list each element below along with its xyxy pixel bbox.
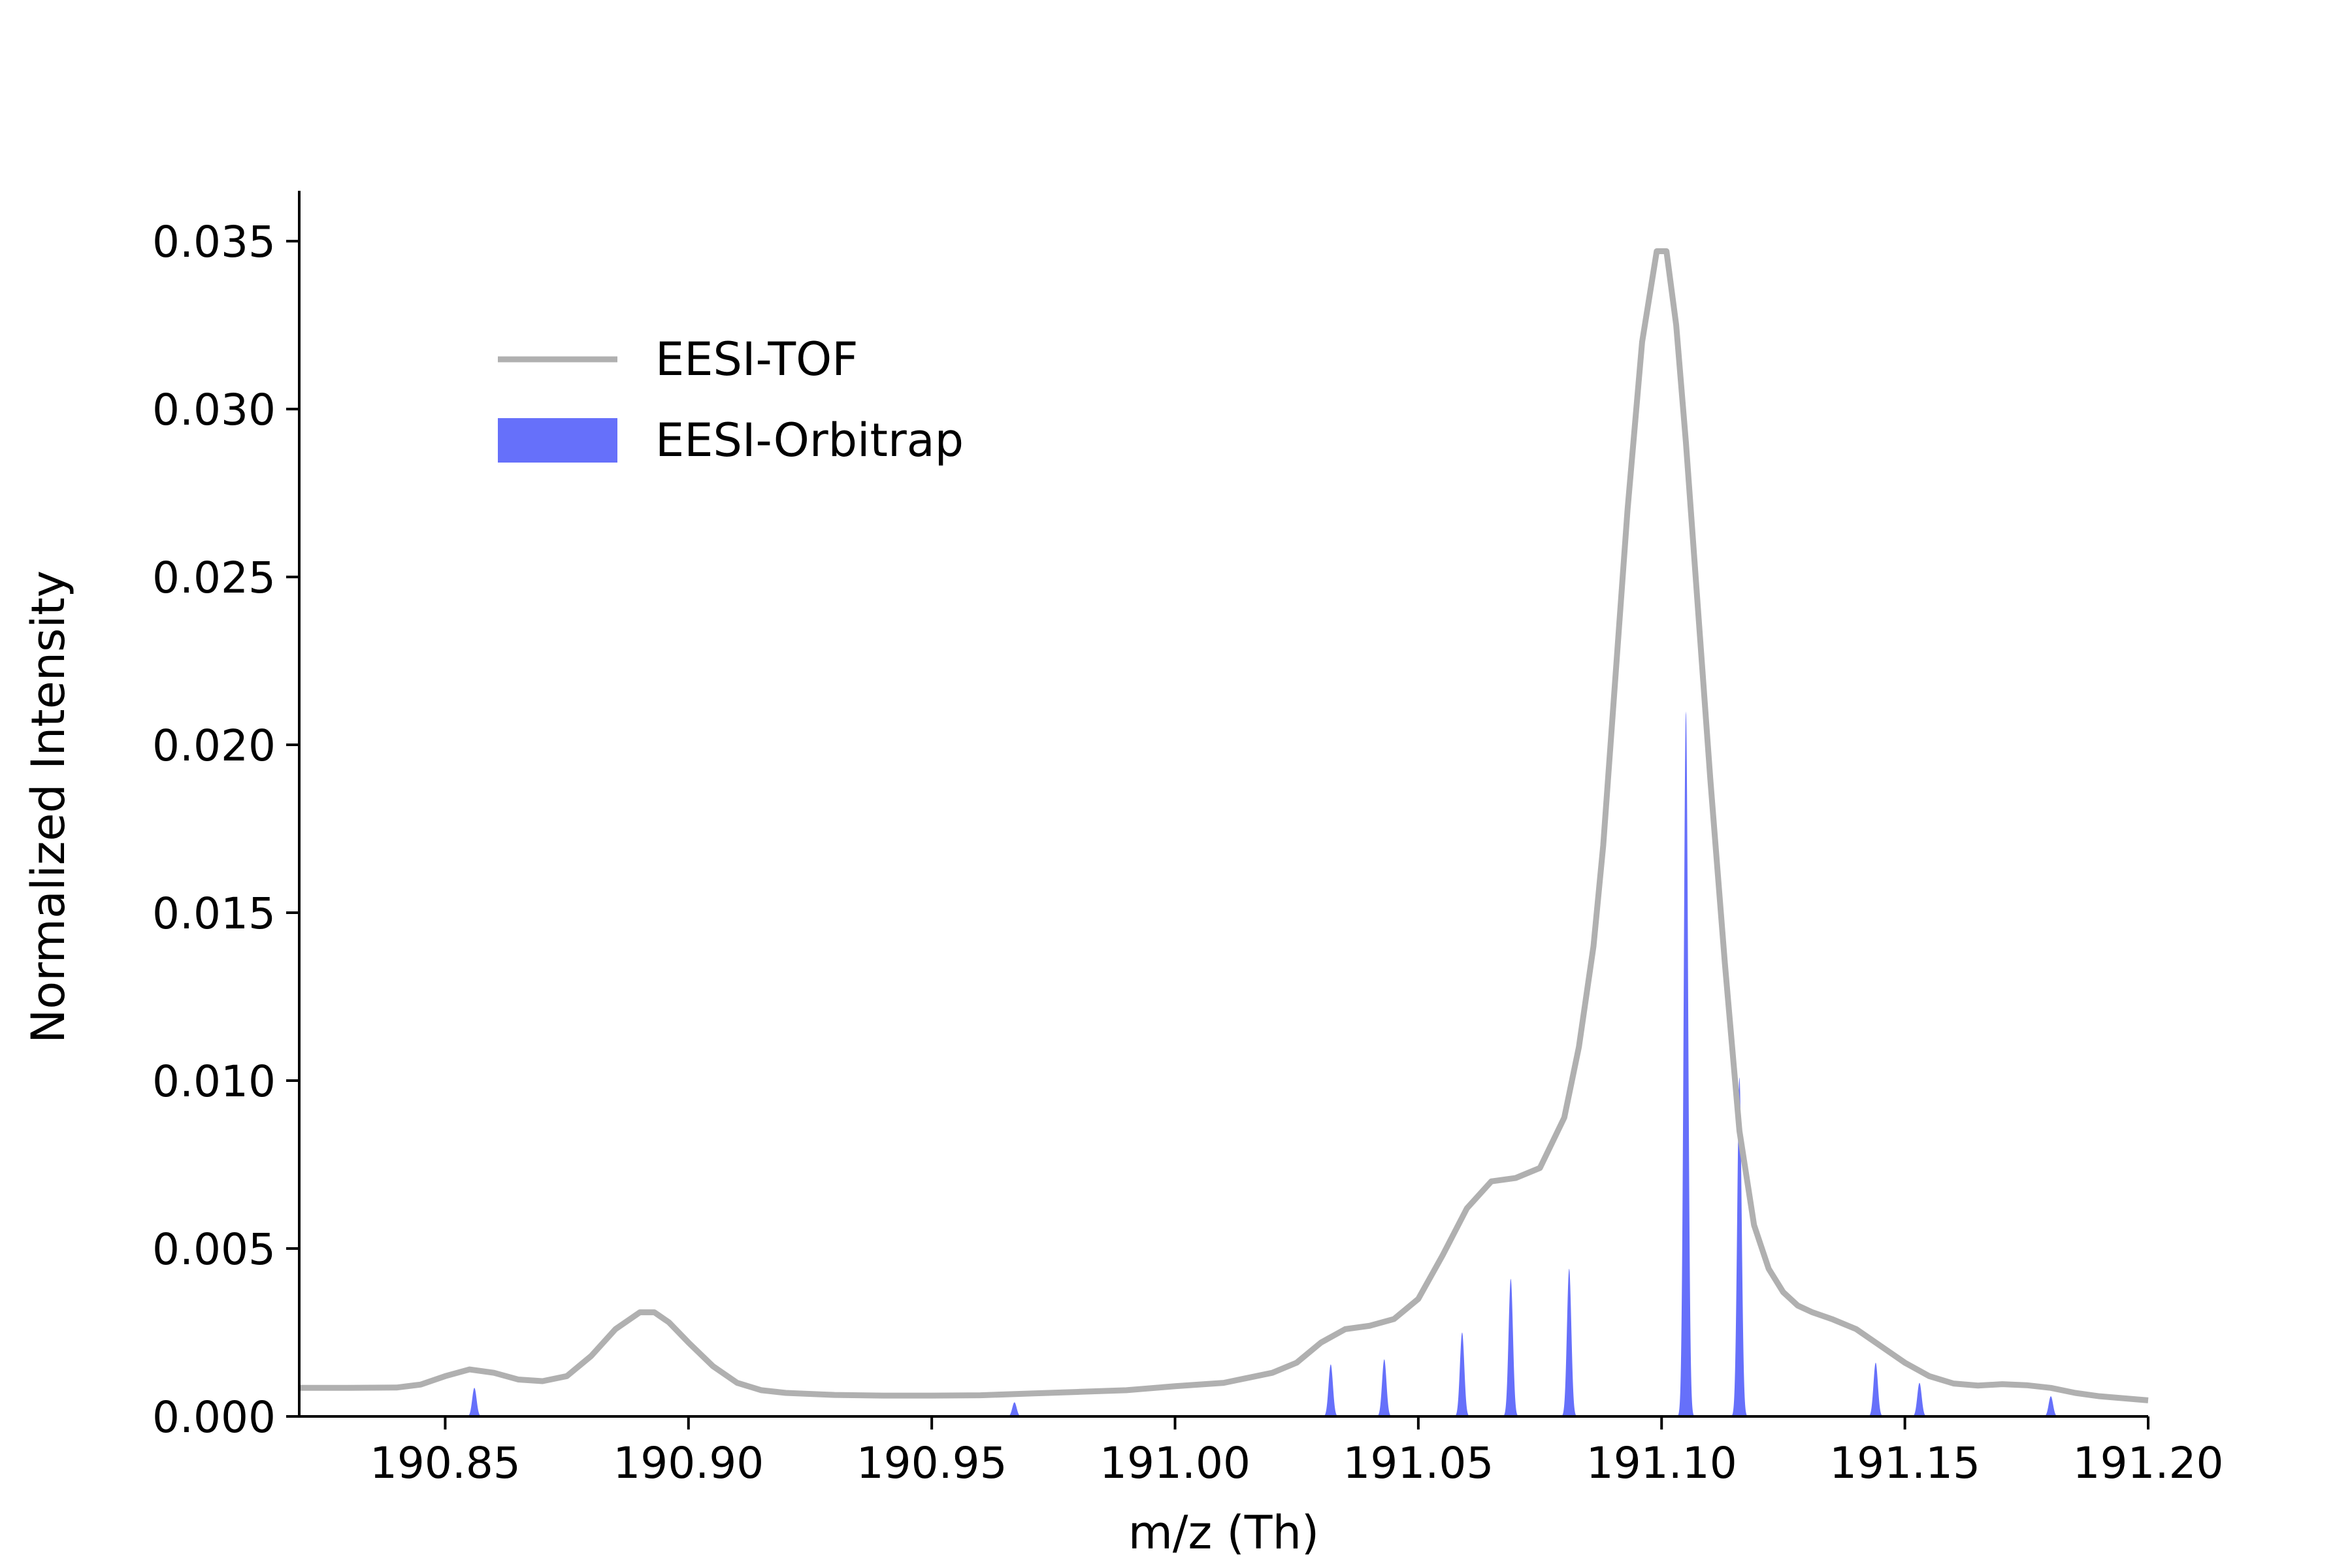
x-tick-label: 190.85 [370,1438,521,1488]
y-axis-label: Normalized Intensity [22,570,75,1043]
x-tick-label: 190.95 [857,1438,1007,1488]
orbitrap-peak [1677,711,1695,1416]
y-tick-label: 0.035 [152,217,276,267]
orbitrap-peak [1731,1077,1748,1416]
x-tick-label: 191.00 [1100,1438,1250,1488]
x-tick-label: 191.05 [1343,1438,1494,1488]
axes: 190.85 190.90 190.95 191.00 191.05 191.10 191.… [152,191,2223,1488]
tof-trace [299,248,2149,1403]
x-tick-label: 191.10 [1586,1438,1737,1488]
y-tick-label: 0.010 [152,1056,276,1107]
x-tick-label: 191.20 [2073,1438,2224,1488]
orbitrap-peak [1910,1382,1929,1416]
orbitrap-peak [2042,1396,2060,1416]
x-axis-label: m/z (Th) [1128,1506,1320,1560]
legend-label-tof: EESI-TOF [655,333,858,386]
y-tick-label: 0.005 [152,1224,276,1275]
orbitrap-peak [1560,1268,1578,1416]
orbitrap-peak [1501,1279,1520,1416]
y-tick-label: 0.015 [152,889,276,939]
y-tick-label: 0.020 [152,721,276,771]
orbitrap-peak [1867,1362,1885,1416]
tof-line [299,248,2149,1403]
orbitrap-peak [1453,1332,1471,1416]
legend: EESI-TOF EESI-Orbitrap [498,333,964,467]
orbitrap-peak [1375,1359,1394,1416]
x-tick-label: 190.90 [613,1438,764,1488]
legend-swatch-orbitrap [498,418,617,463]
y-tick-label: 0.030 [152,385,276,435]
y-tick-label: 0.000 [152,1392,276,1443]
orbitrap-peak [465,1388,483,1416]
orbitrap-peaks [465,711,2060,1416]
orbitrap-peak [1322,1364,1340,1416]
y-tick-label: 0.025 [152,553,276,603]
legend-label-orbitrap: EESI-Orbitrap [655,414,964,467]
orbitrap-peak [1005,1402,1024,1416]
x-tick-label: 191.15 [1829,1438,1980,1488]
